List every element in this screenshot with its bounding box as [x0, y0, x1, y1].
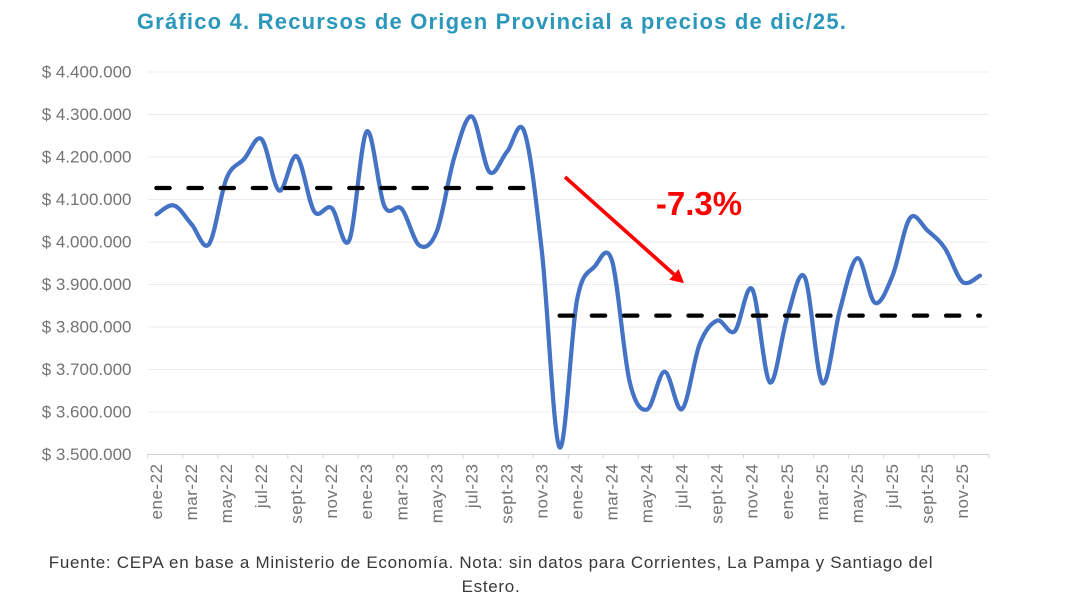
svg-text:nov-22: nov-22	[322, 464, 341, 519]
svg-text:mar-24: mar-24	[603, 464, 622, 521]
svg-text:sept-22: sept-22	[287, 464, 306, 524]
svg-text:may-25: may-25	[848, 464, 867, 524]
svg-text:$ 4.000.000: $ 4.000.000	[42, 233, 132, 252]
svg-text:ene-23: ene-23	[357, 464, 376, 520]
svg-text:nov-25: nov-25	[953, 464, 972, 519]
svg-text:sept-24: sept-24	[708, 464, 727, 524]
svg-text:may-22: may-22	[217, 464, 236, 524]
svg-text:$ 3.900.000: $ 3.900.000	[42, 275, 132, 294]
svg-text:nov-23: nov-23	[532, 464, 551, 519]
svg-text:may-23: may-23	[427, 464, 446, 524]
svg-text:jul-23: jul-23	[462, 464, 481, 510]
svg-text:$ 4.200.000: $ 4.200.000	[42, 148, 132, 167]
svg-text:$ 3.600.000: $ 3.600.000	[42, 403, 132, 422]
svg-text:mar-23: mar-23	[392, 464, 411, 521]
svg-text:jul-25: jul-25	[883, 464, 902, 510]
svg-text:$ 3.700.000: $ 3.700.000	[42, 360, 132, 379]
svg-text:sept-23: sept-23	[497, 464, 516, 524]
svg-text:ene-22: ene-22	[147, 464, 166, 520]
svg-text:ene-25: ene-25	[778, 464, 797, 520]
svg-text:nov-24: nov-24	[743, 464, 762, 519]
svg-text:mar-22: mar-22	[182, 464, 201, 521]
svg-text:jul-22: jul-22	[252, 464, 271, 510]
svg-text:jul-24: jul-24	[673, 464, 692, 510]
svg-text:$ 4.100.000: $ 4.100.000	[42, 190, 132, 209]
svg-text:$ 4.400.000: $ 4.400.000	[42, 63, 132, 82]
svg-text:$ 3.500.000: $ 3.500.000	[42, 445, 132, 464]
svg-text:ene-24: ene-24	[568, 464, 587, 520]
svg-text:$ 3.800.000: $ 3.800.000	[42, 318, 132, 337]
svg-text:may-24: may-24	[638, 464, 657, 524]
svg-text:sept-25: sept-25	[918, 464, 937, 524]
svg-text:mar-25: mar-25	[813, 464, 832, 521]
svg-text:$ 4.300.000: $ 4.300.000	[42, 105, 132, 124]
